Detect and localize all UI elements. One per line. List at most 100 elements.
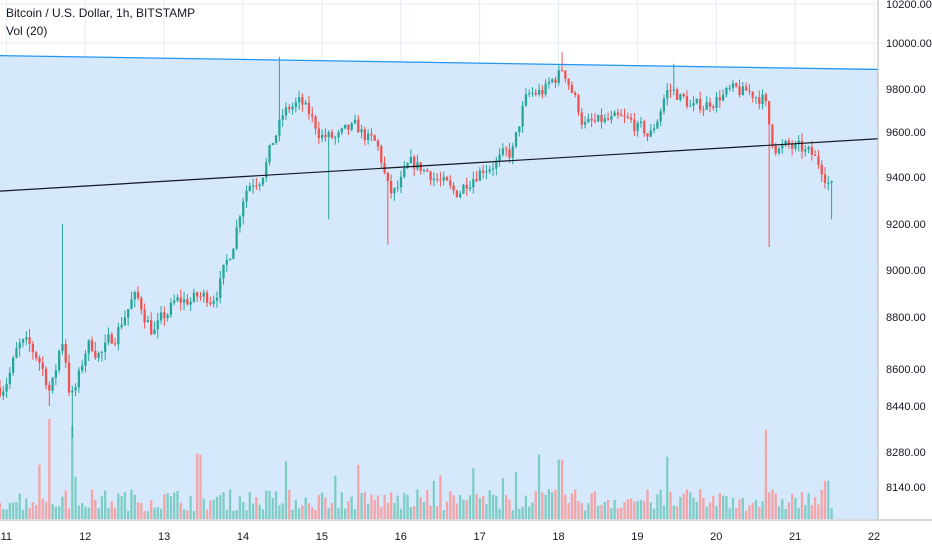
candle-body: [731, 83, 735, 88]
candle-body: [702, 109, 705, 111]
candle-body: [695, 98, 698, 104]
volume-bar: [485, 503, 488, 519]
volume-bar: [110, 501, 113, 519]
candle-body: [304, 102, 307, 105]
volume-bar: [666, 456, 669, 519]
candle-body: [202, 292, 205, 297]
volume-bar: [501, 478, 505, 519]
volume-bar: [146, 510, 150, 519]
volume-bar: [521, 506, 524, 519]
volume-bar: [620, 507, 623, 519]
volume-bar: [179, 502, 182, 519]
candle-body: [386, 172, 390, 181]
volume-bar: [623, 502, 626, 519]
volume-bar: [169, 496, 173, 519]
volume-bar: [320, 492, 324, 519]
candle-body: [817, 156, 820, 165]
candle-body: [330, 132, 334, 138]
volume-bar: [587, 503, 590, 519]
candle-body: [633, 119, 636, 131]
volume-bar: [288, 489, 291, 519]
candle-body: [284, 107, 288, 116]
candle-body: [11, 357, 15, 373]
volume-bar: [534, 491, 537, 519]
volume-bar: [741, 497, 744, 519]
volume-indicator-label[interactable]: Vol (20): [6, 24, 48, 38]
candle-body: [373, 135, 376, 141]
volume-bar: [274, 491, 278, 519]
candle-body: [150, 320, 153, 335]
volume-bar: [626, 499, 629, 519]
candle-body: [422, 169, 426, 171]
candle-body: [130, 299, 133, 310]
volume-bar: [399, 508, 403, 519]
volume-bar: [564, 494, 567, 519]
candle-body: [551, 79, 554, 82]
volume-bar: [432, 480, 436, 519]
volume-bar: [291, 509, 294, 519]
candle-body: [620, 114, 623, 117]
candle-body: [564, 70, 567, 79]
candle-body: [744, 86, 748, 91]
volume-bar: [366, 503, 370, 519]
volume-bar: [113, 507, 117, 519]
candle-body: [524, 94, 528, 106]
candle-body: [541, 90, 544, 95]
volume-bar: [324, 497, 327, 519]
volume-bar: [87, 507, 90, 519]
candle-body: [41, 362, 44, 369]
legend: Bitcoin / U.S. Dollar, 1h, BITSTAMP Vol …: [6, 4, 195, 40]
symbol-title[interactable]: Bitcoin / U.S. Dollar, 1h, BITSTAMP: [6, 6, 196, 20]
candle-body: [610, 116, 613, 120]
volume-bar: [600, 505, 603, 519]
volume-bar: [281, 503, 284, 519]
volume-bar: [90, 489, 94, 519]
candle-body: [173, 300, 176, 303]
volume-bar: [472, 468, 475, 519]
volume-bar: [771, 489, 774, 519]
candle-body: [61, 344, 64, 351]
candle-body: [58, 350, 61, 371]
candle-body: [606, 118, 610, 120]
candle-body: [505, 148, 508, 150]
volume-bar: [97, 508, 100, 519]
volume-bar: [41, 498, 44, 519]
volume-bar: [15, 502, 18, 519]
volume-bar: [662, 505, 666, 519]
candle-body: [580, 112, 583, 125]
candle-body: [136, 292, 140, 298]
candle-body: [754, 97, 758, 99]
volume-bar: [744, 510, 748, 519]
volume-bar: [255, 496, 258, 519]
candle-body: [735, 83, 738, 87]
candle-body: [413, 156, 416, 169]
volume-bar: [646, 489, 649, 519]
volume-bar: [140, 503, 143, 519]
candle-body: [176, 297, 179, 301]
candle-body: [830, 181, 833, 183]
volume-bar: [81, 502, 84, 519]
volume-bar: [353, 509, 357, 519]
candle-body: [439, 179, 442, 181]
volume-bar: [343, 508, 347, 519]
candle-body: [107, 334, 110, 343]
volume-bar: [25, 498, 28, 519]
volume-bar: [810, 505, 814, 519]
volume-bar: [462, 499, 465, 519]
volume-bar: [547, 489, 551, 519]
volume-bar: [580, 503, 583, 519]
time-axis-bg: [0, 520, 932, 550]
candle-body: [117, 327, 120, 345]
candle-body: [501, 148, 505, 155]
volume-bar: [639, 500, 643, 519]
volume-bar: [413, 506, 416, 519]
volume-bar: [738, 499, 741, 519]
volume-bar: [360, 492, 363, 519]
volume-bar: [442, 510, 445, 519]
candle-body: [51, 377, 54, 391]
price-tick-label: 9400.00: [886, 172, 926, 184]
volume-bar: [514, 472, 518, 519]
candle-body: [94, 350, 97, 358]
candle-body: [35, 352, 38, 359]
